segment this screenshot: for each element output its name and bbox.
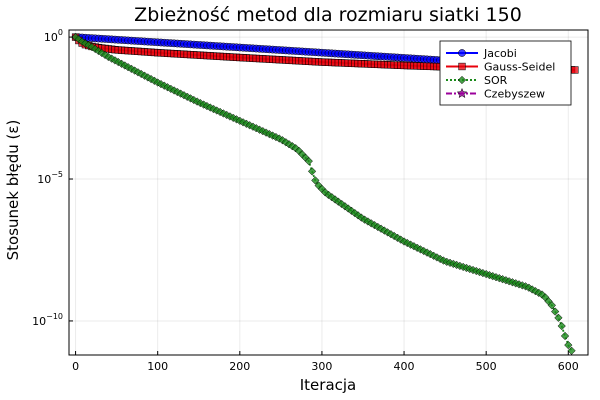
legend-entry: SOR xyxy=(446,74,508,87)
x-tick-label: 0 xyxy=(72,360,79,373)
y-tick-exponent: −10 xyxy=(46,312,63,321)
legend-marker xyxy=(456,87,468,99)
data-point xyxy=(550,307,560,316)
data-point xyxy=(321,188,330,197)
data-point xyxy=(330,195,340,204)
legend-entry: Czebyszew xyxy=(446,88,545,101)
x-axis-ticks: 0 100 200 300 400 500 600 xyxy=(72,351,579,373)
data-point xyxy=(71,32,80,42)
data-point xyxy=(334,197,343,206)
data-point xyxy=(560,331,570,341)
data-point xyxy=(547,301,557,310)
data-point xyxy=(340,202,350,211)
y-tick-label: 100 xyxy=(44,28,63,44)
legend-label: SOR xyxy=(484,74,508,87)
y-tick-base: 10 xyxy=(32,315,46,328)
data-point xyxy=(311,176,320,185)
y-tick-label: 10−5 xyxy=(37,170,63,186)
legend-label: Czebyszew xyxy=(484,88,545,101)
y-tick-exponent: 0 xyxy=(58,28,63,37)
x-tick-label: 100 xyxy=(147,360,168,373)
data-point xyxy=(291,144,300,153)
legend-marker xyxy=(458,49,466,57)
x-tick-label: 400 xyxy=(394,360,415,373)
x-tick-label: 600 xyxy=(558,360,579,373)
legend-entry: Gauss-Seidel xyxy=(446,61,555,74)
data-point xyxy=(350,208,359,218)
data-point xyxy=(324,190,333,200)
y-tick-base: 10 xyxy=(37,173,51,186)
legend-label: Gauss-Seidel xyxy=(484,61,555,74)
x-tick-label: 300 xyxy=(311,360,332,373)
data-point xyxy=(537,290,547,299)
chart-title: Zbieżność metod dla rozmiaru siatki 150 xyxy=(134,4,522,26)
x-axis-label: Iteracja xyxy=(300,376,357,394)
legend-label: Jacobi xyxy=(483,47,517,60)
y-axis-label: Stosunek błędu (ε) xyxy=(4,120,22,261)
y-tick-base: 10 xyxy=(44,31,58,44)
x-tick-label: 200 xyxy=(229,360,250,373)
x-tick-label: 500 xyxy=(476,360,497,373)
y-tick-label: 10−10 xyxy=(32,312,63,328)
legend-entry: Jacobi xyxy=(446,47,517,60)
series-sor xyxy=(71,32,576,355)
data-point xyxy=(307,167,317,176)
data-point xyxy=(304,156,313,166)
data-point xyxy=(557,321,566,331)
y-tick-exponent: −5 xyxy=(51,170,63,179)
data-point xyxy=(554,313,563,322)
plot-frame xyxy=(68,29,589,356)
data-point xyxy=(564,340,573,350)
data-point xyxy=(571,66,579,74)
legend-marker xyxy=(457,75,467,85)
legend-marker xyxy=(458,62,466,71)
